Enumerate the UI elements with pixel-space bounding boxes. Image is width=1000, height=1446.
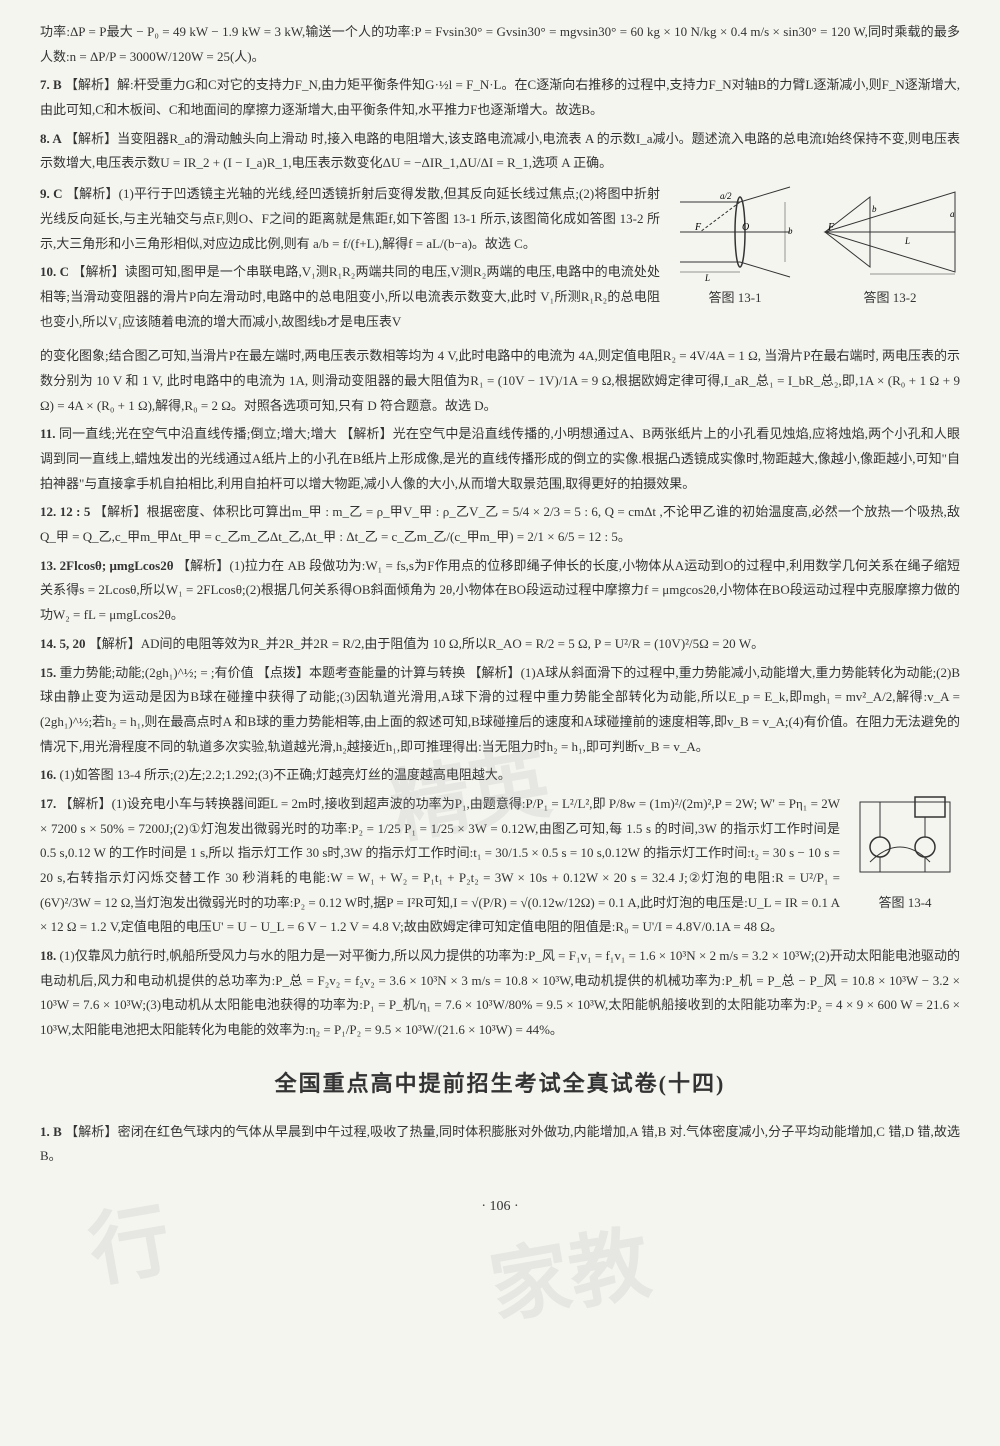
circuit-diagram-icon [850, 792, 960, 887]
q11-num: 11. [40, 426, 56, 441]
q7-text: 【解析】解:杆受重力G和C对它的支持力F_N,由力矩平衡条件知G·½l = F_… [40, 77, 960, 117]
s2-q1-text: 【解析】密闭在红色气球内的气体从早晨到中午过程,吸收了热量,同时体积膨胀对外做功… [40, 1124, 960, 1164]
diagram-13-2: F a b L 答图 13-2 [820, 182, 960, 311]
question-18: 18. (1)仅靠风力航行时,帆船所受风力与水的阻力是一对平衡力,所以风力提供的… [40, 944, 960, 1043]
diagrams-container: F O a/2 L b 答图 13-1 F a [670, 182, 960, 311]
question-9: 9. C 【解析】(1)平行于凹透镜主光轴的光线,经凹透镜折射后变得发散,但其反… [40, 182, 660, 256]
svg-text:L: L [704, 273, 710, 282]
question-14: 14. 5, 20 【解析】AD间的电阻等效为R_并2R_并2R = R/2,由… [40, 632, 960, 657]
q9-text: 【解析】(1)平行于凹透镜主光轴的光线,经凹透镜折射后变得发散,但其反向延长线过… [40, 186, 660, 250]
q15-text: 重力势能;动能;(2gh₁)^½; = ;有价值 【点拨】本题考查能量的计算与转… [40, 665, 960, 754]
q11-text: 同一直线;光在空气中沿直线传播;倒立;增大;增大 【解析】光在空气中是沿直线传播… [40, 426, 960, 490]
question-7: 7. B 【解析】解:杆受重力G和C对它的支持力F_N,由力矩平衡条件知G·½l… [40, 73, 960, 122]
q17-num: 17. [40, 796, 56, 811]
q17-text: 【解析】(1)设充电小车与转换器间距L = 2m时,接收到超声波的功率为P₁,由… [40, 796, 840, 934]
q9-num: 9. C [40, 186, 63, 201]
question-15: 15. 重力势能;动能;(2gh₁)^½; = ;有价值 【点拨】本题考查能量的… [40, 661, 960, 760]
question-8: 8. A 【解析】当变阻器R_a的滑动触头向上滑动 时,接入电路的电阻增大,该支… [40, 127, 960, 176]
page-content: 精英 行 家教 功率:ΔP = P最大 − P₀ = 49 kW − 1.9 k… [40, 20, 960, 1221]
question-11: 11. 同一直线;光在空气中沿直线传播;倒立;增大;增大 【解析】光在空气中是沿… [40, 422, 960, 496]
q13-text: 【解析】(1)拉力在 AB 段做功为:W₁ = fs,s为F作用点的位移即绳子伸… [40, 558, 960, 622]
q13-num: 13. 2Flcosθ; μmgLcos2θ [40, 558, 174, 573]
watermark-2: 行 [77, 1164, 182, 1328]
svg-text:F: F [827, 222, 835, 233]
q16-text: (1)如答图 13-4 所示;(2)左;2.2;1.292;(3)不正确;灯越亮… [60, 767, 511, 782]
diagram-13-1: F O a/2 L b 答图 13-1 [670, 182, 800, 311]
q14-num: 14. 5, 20 [40, 636, 86, 651]
svg-text:L: L [904, 236, 910, 246]
q8-num: 8. A [40, 131, 62, 146]
q12-text: 【解析】根据密度、体积比可算出m_甲 : m_乙 = ρ_甲V_甲 : ρ_乙V… [40, 504, 960, 544]
intro-text: 功率:ΔP = P最大 − P₀ = 49 kW − 1.9 kW = 3 kW… [40, 20, 960, 69]
page-number: · 106 · [40, 1194, 960, 1221]
question-10-part1: 10. C 【解析】读图可知,图甲是一个串联电路,V₁测R₁R₂两端共同的电压,… [40, 260, 660, 334]
q12-num: 12. 12 : 5 [40, 504, 90, 519]
lens-diagram-1-icon: F O a/2 L b [670, 182, 800, 282]
question-17: 17. 【解析】(1)设充电小车与转换器间距L = 2m时,接收到超声波的功率为… [40, 792, 960, 940]
svg-text:F: F [694, 222, 702, 233]
question-10-part2: 的变化图象;结合图乙可知,当滑片P在最左端时,两电压表示数相等均为 4 V,此时… [40, 344, 960, 418]
q8-text: 【解析】当变阻器R_a的滑动触头向上滑动 时,接入电路的电阻增大,该支路电流减小… [40, 131, 960, 171]
q18-num: 18. [40, 948, 56, 963]
svg-text:b: b [788, 226, 793, 236]
question-13: 13. 2Flcosθ; μmgLcos2θ 【解析】(1)拉力在 AB 段做功… [40, 554, 960, 628]
diagram-4-label: 答图 13-4 [850, 891, 960, 916]
svg-text:b: b [872, 204, 877, 214]
q10-num: 10. C [40, 264, 69, 279]
question-12: 12. 12 : 5 【解析】根据密度、体积比可算出m_甲 : m_乙 = ρ_… [40, 500, 960, 549]
q10-text1: 【解析】读图可知,图甲是一个串联电路,V₁测R₁R₂两端共同的电压,V测R₂两端… [40, 264, 660, 328]
lens-diagram-2-icon: F a b L [820, 182, 960, 282]
q18-text: (1)仅靠风力航行时,帆船所受风力与水的阻力是一对平衡力,所以风力提供的功率为:… [40, 948, 960, 1037]
diagram-1-label: 答图 13-1 [670, 286, 800, 311]
q14-text: 【解析】AD间的电阻等效为R_并2R_并2R = R/2,由于阻值为 10 Ω,… [89, 636, 764, 651]
question-16: 16. (1)如答图 13-4 所示;(2)左;2.2;1.292;(3)不正确… [40, 763, 960, 788]
svg-text:a: a [950, 209, 955, 219]
svg-text:O: O [742, 222, 749, 233]
svg-text:a/2: a/2 [720, 191, 732, 201]
q16-num: 16. [40, 767, 56, 782]
diagram-13-4: 答图 13-4 [850, 792, 960, 916]
section2-question-1: 1. B 【解析】密闭在红色气球内的气体从早晨到中午过程,吸收了热量,同时体积膨… [40, 1120, 960, 1169]
q7-num: 7. B [40, 77, 62, 92]
section-title: 全国重点高中提前招生考试全真试卷(十四) [40, 1063, 960, 1105]
diagram-2-label: 答图 13-2 [820, 286, 960, 311]
q9-q10-row: 9. C 【解析】(1)平行于凹透镜主光轴的光线,经凹透镜折射后变得发散,但其反… [40, 182, 960, 338]
s2-q1-num: 1. B [40, 1124, 62, 1139]
q15-num: 15. [40, 665, 56, 680]
